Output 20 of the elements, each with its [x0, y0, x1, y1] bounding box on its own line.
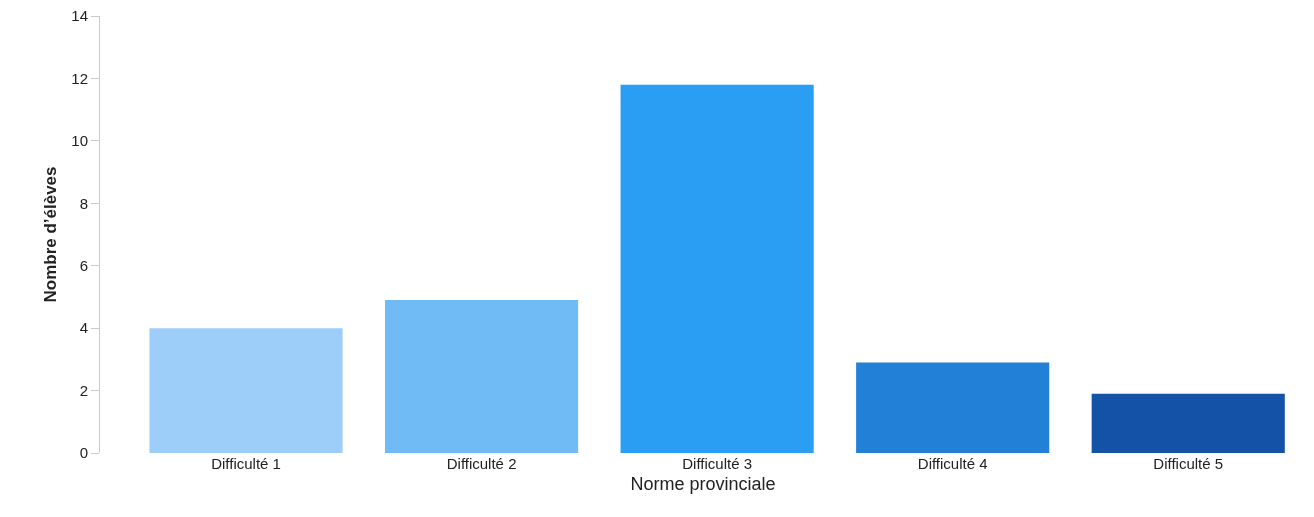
y-tick-label: 4	[79, 319, 88, 337]
x-tick-label: Difficulté 1	[211, 455, 281, 472]
bar	[856, 362, 1050, 453]
bar	[385, 300, 579, 453]
y-tick-label: 0	[79, 444, 88, 462]
y-tick-label: 10	[71, 132, 88, 150]
x-tick-label: Difficulté 3	[682, 455, 753, 472]
x-tick-label: Difficulté 4	[917, 455, 988, 472]
y-tick-label: 6	[79, 256, 88, 274]
x-tick-label: Difficulté 5	[1153, 455, 1224, 472]
y-tick-label: 14	[71, 7, 88, 25]
y-tick-label: 8	[79, 194, 88, 212]
bar	[620, 84, 814, 453]
y-tick-label: 12	[71, 69, 88, 87]
y-axis-title: Nombre d’élèves	[41, 166, 60, 303]
bar	[1091, 393, 1285, 453]
y-tick-label: 2	[79, 381, 88, 399]
x-axis-title: Norme provinciale	[630, 474, 776, 495]
bar	[149, 328, 343, 453]
x-tick-label: Difficulté 2	[446, 455, 517, 472]
